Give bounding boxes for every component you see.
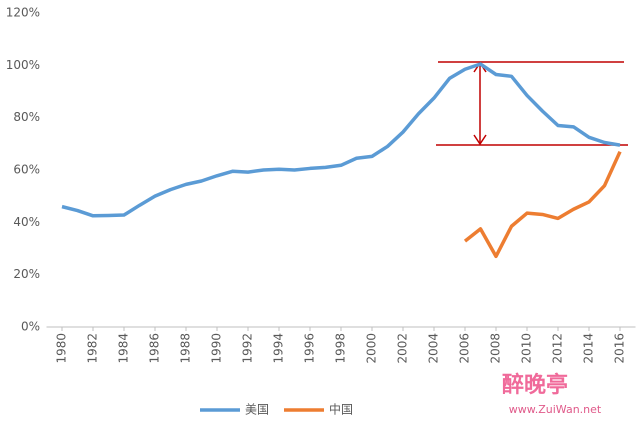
y-tick-label: 40% — [13, 215, 40, 229]
y-tick-label: 0% — [21, 320, 40, 334]
watermark: 醉晚亭 — [502, 372, 568, 398]
annotation — [436, 61, 628, 146]
x-tick-label: 2006 — [458, 333, 472, 364]
arrow-head — [473, 134, 487, 146]
x-tick-label: 1986 — [148, 333, 162, 364]
x-tick-label: 2012 — [551, 333, 565, 364]
series-line — [61, 62, 621, 218]
x-tick-label: 1980 — [55, 333, 69, 364]
y-tick-label: 120% — [6, 6, 40, 20]
y-tick-label: 20% — [13, 267, 40, 281]
x-tick-label: 2016 — [613, 333, 627, 364]
y-tick-label: 60% — [13, 163, 40, 177]
legend-label: 美国 — [245, 403, 269, 417]
x-tick-label: 2014 — [582, 333, 596, 364]
x-tick-label: 2010 — [520, 333, 534, 364]
x-tick-label: 1984 — [117, 333, 131, 364]
x-tick-label: 2002 — [396, 333, 410, 364]
x-tick-label: 1996 — [303, 333, 317, 364]
x-tick-label: 1988 — [179, 333, 193, 364]
x-tick-label: 1990 — [210, 333, 224, 364]
y-tick-label: 100% — [6, 58, 40, 72]
x-tick-label: 1992 — [241, 333, 255, 364]
x-tick-label: 1998 — [334, 333, 348, 364]
watermark: www.ZuiWan.net — [509, 403, 602, 416]
x-tick-label: 2008 — [489, 333, 503, 364]
x-tick-label: 2000 — [365, 333, 379, 364]
x-tick-label: 2004 — [427, 333, 441, 364]
legend-label: 中国 — [329, 402, 353, 417]
series-line — [463, 150, 622, 259]
y-tick-label: 80% — [13, 110, 40, 124]
x-tick-label: 1994 — [272, 333, 286, 364]
x-tick-label: 1982 — [86, 333, 100, 364]
